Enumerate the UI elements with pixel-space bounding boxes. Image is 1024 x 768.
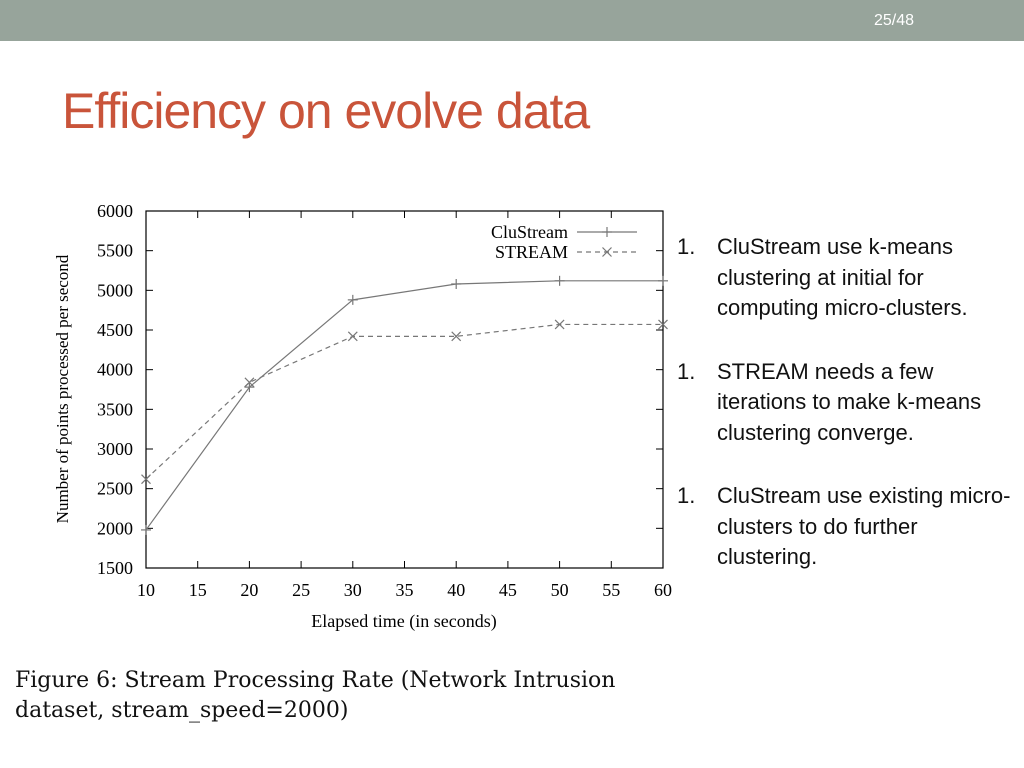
x-tick-label: 60 [654, 580, 672, 600]
y-tick-label: 1500 [97, 558, 133, 578]
legend-label: CluStream [491, 222, 568, 242]
cross-marker [451, 331, 462, 342]
bullet-number: 1. [677, 483, 696, 508]
x-tick-label: 10 [137, 580, 155, 600]
header-bar: 25/48 [0, 0, 1024, 41]
plot-frame [145, 210, 664, 569]
plus-marker [451, 278, 462, 289]
y-tick-label: 3000 [97, 439, 133, 459]
x-axis-title: Elapsed time (in seconds) [311, 611, 496, 632]
cross-marker [141, 474, 151, 485]
cross-marker [347, 331, 358, 342]
y-tick-label: 4500 [97, 320, 133, 340]
bullet-item: 1. STREAM needs a few iterations to make… [677, 357, 1012, 449]
y-tick-label: 5500 [97, 241, 133, 261]
y-tick-label: 4000 [97, 360, 133, 380]
bullet-text: STREAM needs a few iterations to make k-… [717, 358, 982, 445]
x-tick-label: 35 [396, 580, 414, 600]
plus-marker [347, 294, 358, 305]
bullet-item: 1. CluStream use k-means clustering at i… [677, 232, 1012, 324]
x-tick-label: 45 [499, 580, 517, 600]
plus-marker [658, 275, 668, 286]
cross-marker [658, 319, 668, 330]
plus-marker [141, 524, 151, 535]
bullet-list: 1. CluStream use k-means clustering at i… [677, 232, 1012, 606]
bullet-text: CluStream use k-means clustering at init… [717, 234, 968, 320]
caption-line-2: dataset, stream_speed=2000) [15, 698, 349, 723]
page-number: 25/48 [873, 12, 914, 29]
plus-marker [602, 227, 612, 237]
slide-title: Efficiency on evolve data [62, 83, 590, 139]
cross-marker [244, 377, 255, 388]
x-tick-label: 20 [240, 580, 258, 600]
caption-line-1: Figure 6: Stream Processing Rate (Networ… [15, 668, 616, 693]
x-tick-label: 30 [344, 580, 362, 600]
plus-marker [244, 382, 255, 393]
cross-marker [602, 247, 612, 257]
x-tick-label: 50 [551, 580, 569, 600]
bullet-number: 1. [677, 234, 696, 259]
y-axis-title: Number of points processed per second [53, 254, 72, 523]
series-line-clustream [145, 280, 663, 531]
bullet-number: 1. [677, 358, 696, 384]
y-tick-label: 6000 [97, 201, 133, 221]
plus-marker [554, 275, 565, 286]
cross-marker [554, 319, 565, 330]
bullet-item: 1. CluStream use existing micro-clusters… [677, 481, 1012, 573]
y-tick-label: 3500 [97, 399, 133, 419]
figure-caption: Figure 6: Stream Processing Rate (Networ… [15, 666, 715, 726]
x-tick-label: 25 [292, 580, 310, 600]
y-tick-label: 2000 [97, 518, 133, 538]
x-tick-label: 40 [447, 580, 465, 600]
series-line-stream [145, 323, 663, 480]
y-tick-label: 2500 [97, 479, 133, 499]
legend-label: STREAM [495, 242, 568, 262]
bullet-text: CluStream use existing micro-clusters to… [717, 483, 1011, 569]
line-chart: 10 15 20 25 30 35 40 45 50 55 60 1500 2000 2500 3000 35… [53, 201, 672, 632]
x-tick-label: 15 [189, 580, 207, 600]
y-tick-label: 5000 [97, 280, 133, 300]
x-tick-label: 55 [602, 580, 620, 600]
